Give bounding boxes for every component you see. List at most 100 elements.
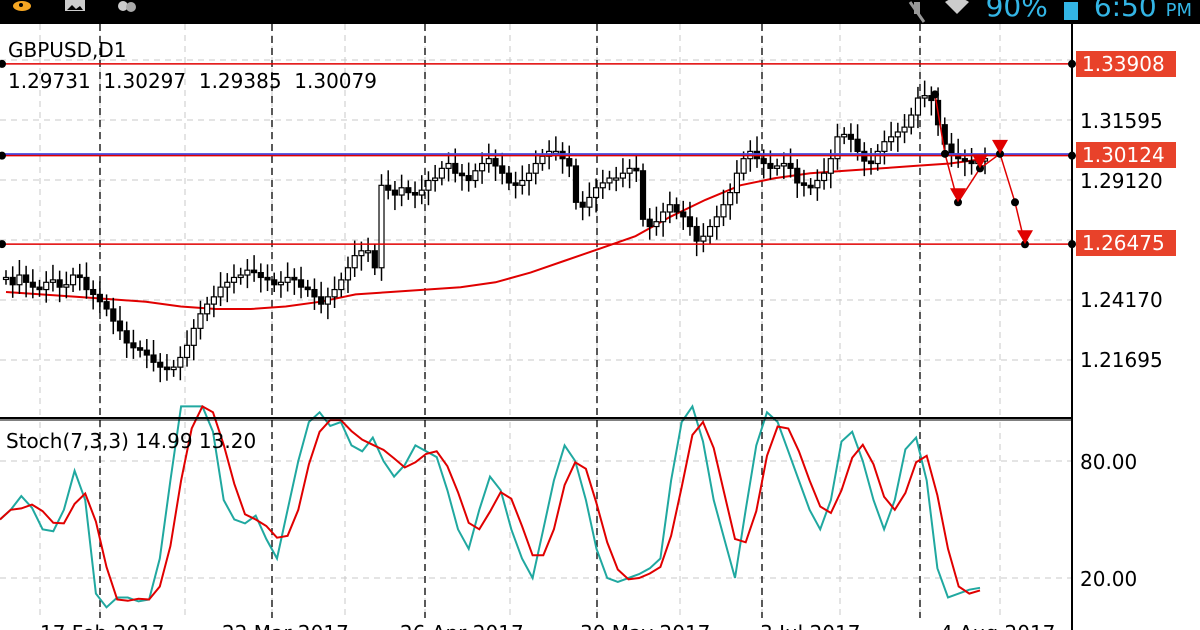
candle-body <box>606 177 613 184</box>
candle-body <box>512 182 519 186</box>
candle <box>36 279 43 297</box>
level-label-1[interactable]: 1.33908 <box>1076 51 1176 77</box>
date-label: 17 Feb 2017 <box>40 621 164 630</box>
clock-ampm: PM <box>1165 0 1192 21</box>
candle-body <box>505 172 513 184</box>
candle-body <box>217 286 224 298</box>
candle <box>706 219 714 244</box>
candle-body <box>774 165 781 169</box>
candle <box>69 267 77 292</box>
candle-body <box>277 281 285 286</box>
candle-body <box>492 158 499 167</box>
candle-body <box>572 165 580 203</box>
candle-body <box>110 308 117 322</box>
candle <box>445 152 452 182</box>
candle <box>311 278 318 310</box>
price-tick: 1.31595 <box>1080 109 1163 133</box>
level-label-text: 1.33908 <box>1082 52 1165 76</box>
arrow-head <box>950 188 966 203</box>
level-label-text: 1.26475 <box>1082 231 1165 255</box>
candle <box>56 270 63 303</box>
candle-body <box>96 293 103 303</box>
candle <box>673 197 680 220</box>
candle-body <box>351 255 358 269</box>
candle <box>633 155 640 182</box>
candle <box>411 181 419 209</box>
candle-body <box>230 276 238 283</box>
arrow-segment <box>999 153 1016 203</box>
candle <box>364 237 372 262</box>
candle-body <box>331 288 338 298</box>
arrow-segment <box>979 153 1001 169</box>
level-handle <box>0 59 6 68</box>
candle-body <box>579 201 586 208</box>
candle <box>519 165 526 195</box>
candle <box>592 178 600 213</box>
stoch-tick: 20.00 <box>1080 567 1137 591</box>
candle <box>137 340 144 358</box>
candle-body <box>338 279 345 291</box>
candle-body <box>733 172 740 194</box>
candle <box>324 287 331 320</box>
candle <box>210 285 217 318</box>
candle-body <box>961 158 968 162</box>
candle-body <box>438 167 445 179</box>
candle-body <box>63 284 70 288</box>
candle <box>157 353 164 383</box>
price-tick: 1.21695 <box>1080 348 1163 372</box>
candle-body <box>311 288 318 298</box>
candle-body <box>318 296 325 305</box>
candle-body <box>83 276 90 291</box>
candle <box>304 279 311 297</box>
candle <box>123 321 130 358</box>
candle <box>820 158 828 190</box>
candle <box>49 264 57 292</box>
candle <box>599 169 606 199</box>
candle-body <box>814 179 821 189</box>
candle-body <box>425 179 432 191</box>
level-label-2[interactable]: 1.30124 <box>1076 142 1176 168</box>
candle <box>190 319 197 361</box>
candle-body <box>525 172 533 182</box>
level-handle <box>0 240 6 249</box>
price-levels[interactable] <box>0 59 1076 249</box>
candle-body <box>633 167 640 172</box>
chart-canvas[interactable]: GBPUSD,D1 1.29731 1.30297 1.29385 1.3007… <box>0 24 1200 630</box>
candle-body <box>874 150 881 165</box>
candle <box>257 263 264 293</box>
candle <box>693 217 700 257</box>
candle <box>43 271 50 303</box>
candle <box>217 272 224 307</box>
candle-body <box>123 330 130 344</box>
candle-body <box>251 269 258 274</box>
candle <box>566 145 573 178</box>
battery-icon <box>1063 2 1078 20</box>
candle-body <box>291 276 298 281</box>
price-tick: 1.29120 <box>1080 169 1163 193</box>
candle <box>713 205 720 240</box>
weibo-icon <box>13 1 31 11</box>
level-label-bg <box>1076 142 1176 168</box>
candle <box>505 165 513 191</box>
candle-body <box>532 162 539 174</box>
candle <box>271 272 278 292</box>
candle-body <box>693 225 700 242</box>
candle <box>2 270 10 285</box>
candle-body <box>204 303 211 315</box>
candle <box>398 174 405 207</box>
candle-body <box>43 281 50 291</box>
candle <box>371 243 378 276</box>
candle-body <box>827 158 834 174</box>
date-label: 22 Mar 2017 <box>222 621 349 630</box>
level-label-3[interactable]: 1.26475 <box>1076 230 1176 256</box>
candle-body <box>800 182 808 186</box>
candle-body <box>224 281 231 288</box>
candle <box>23 265 30 298</box>
candle <box>197 300 204 340</box>
level-label-bg <box>1076 230 1176 256</box>
candle <box>291 268 298 295</box>
candle <box>458 164 466 191</box>
candle <box>183 330 191 367</box>
candle <box>908 107 915 135</box>
candle-body <box>264 276 271 281</box>
